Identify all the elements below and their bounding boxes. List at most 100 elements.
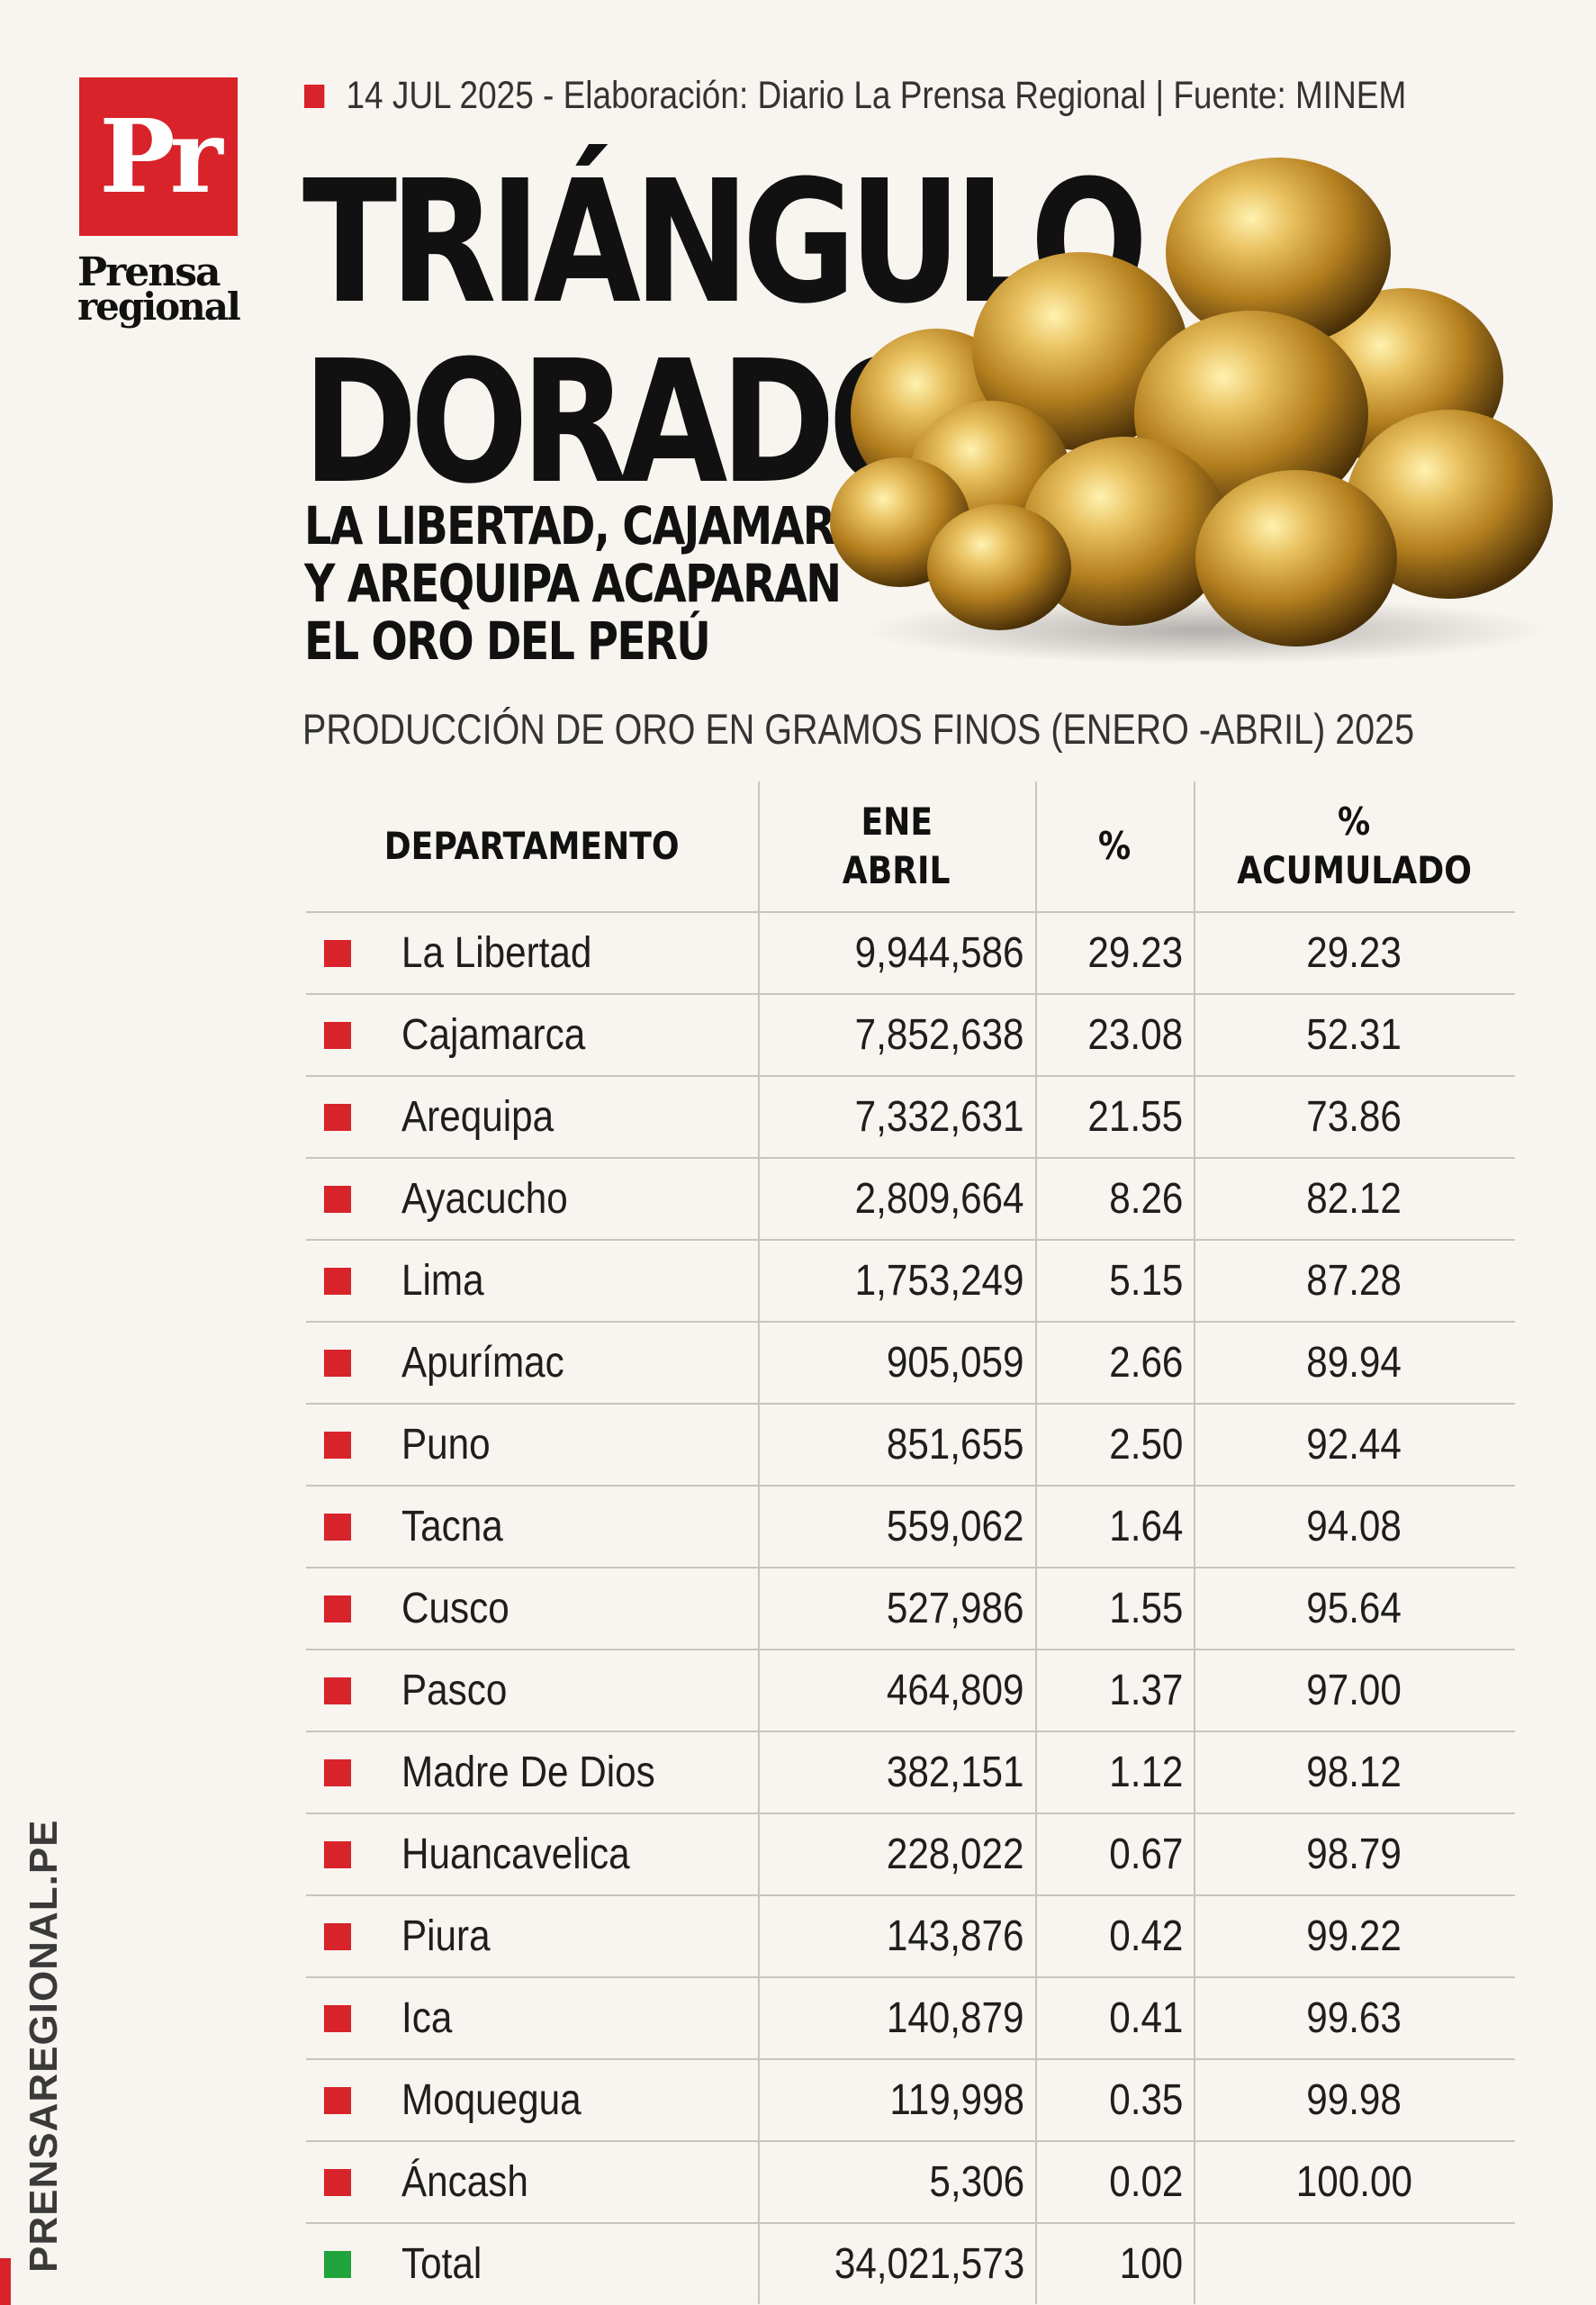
row-marker-icon xyxy=(324,1978,353,2058)
cell-acumulado: 95.64 xyxy=(1306,1585,1402,1632)
cell-pct: 100 xyxy=(1119,2240,1183,2288)
cell-acumulado: 99.22 xyxy=(1306,1912,1402,1960)
header-departamento: DEPARTAMENTO xyxy=(384,824,680,868)
cell-ene-abril: 559,062 xyxy=(887,1503,1024,1550)
cell-ene-abril: 2,809,664 xyxy=(855,1175,1024,1223)
total-marker-icon xyxy=(324,2224,353,2304)
table-row: Cusco 527,986 1.55 95.64 xyxy=(306,1568,1515,1650)
cell-ene-abril: 140,879 xyxy=(887,1994,1024,2042)
cell-acumulado: 100.00 xyxy=(1295,2158,1413,2206)
cell-pct: 1.55 xyxy=(1108,1585,1183,1632)
table-row: Madre De Dios 382,151 1.12 98.12 xyxy=(306,1732,1515,1814)
cell-ene-abril: 382,151 xyxy=(887,1749,1024,1796)
cell-departamento: Cajamarca xyxy=(401,1011,586,1059)
cell-ene-abril: 464,809 xyxy=(887,1667,1024,1714)
cell-ene-abril: 7,332,631 xyxy=(855,1093,1024,1141)
subheadline: LA LIBERTAD, CAJAMARCA Y AREQUIPA ACAPAR… xyxy=(304,495,897,672)
header-ene-abril: ENE ABRIL xyxy=(843,800,951,892)
cell-departamento: Arequipa xyxy=(401,1093,555,1141)
cell-ene-abril: 851,655 xyxy=(887,1421,1024,1469)
table-row: Huancavelica 228,022 0.67 98.79 xyxy=(306,1814,1515,1896)
cell-pct: 0.67 xyxy=(1108,1830,1183,1878)
row-marker-icon xyxy=(324,1814,353,1894)
row-marker-icon xyxy=(324,2060,353,2140)
cell-ene-abril: 228,022 xyxy=(887,1830,1024,1878)
cell-pct: 5.15 xyxy=(1108,1257,1183,1305)
cell-pct: 29.23 xyxy=(1087,929,1183,977)
accent-bar xyxy=(0,2258,11,2305)
row-marker-icon xyxy=(324,995,353,1075)
cell-departamento: Apurímac xyxy=(401,1339,564,1387)
table-row: Arequipa 7,332,631 21.55 73.86 xyxy=(306,1077,1515,1159)
cell-pct: 0.41 xyxy=(1108,1994,1183,2042)
cell-ene-abril: 527,986 xyxy=(887,1585,1024,1632)
cell-acumulado: 82.12 xyxy=(1306,1175,1402,1223)
gold-nuggets-illustration xyxy=(830,158,1553,664)
cell-departamento: Cusco xyxy=(401,1585,509,1632)
cell-ene-abril: 143,876 xyxy=(887,1912,1024,1960)
table-row: Lima 1,753,249 5.15 87.28 xyxy=(306,1241,1515,1323)
column-divider xyxy=(758,782,760,2304)
cell-acumulado: 73.86 xyxy=(1306,1093,1402,1141)
row-marker-icon xyxy=(324,913,353,993)
brand-name: Prensa regional xyxy=(77,249,241,329)
cell-pct: 21.55 xyxy=(1087,1093,1183,1141)
cell-acumulado: 89.94 xyxy=(1306,1339,1402,1387)
cell-acumulado: 98.79 xyxy=(1306,1830,1402,1878)
cell-acumulado: 52.31 xyxy=(1306,1011,1402,1059)
cell-ene-abril: 5,306 xyxy=(929,2158,1024,2206)
cell-pct: 1.12 xyxy=(1108,1749,1183,1796)
cell-ene-abril: 7,852,638 xyxy=(855,1011,1024,1059)
cell-departamento: Lima xyxy=(401,1257,484,1305)
cell-departamento: Madre De Dios xyxy=(401,1749,655,1796)
cell-pct: 0.42 xyxy=(1108,1912,1183,1960)
table-row: Áncash 5,306 0.02 100.00 xyxy=(306,2142,1515,2224)
row-marker-icon xyxy=(324,1241,353,1321)
cell-pct: 0.35 xyxy=(1108,2076,1183,2124)
cell-ene-abril: 905,059 xyxy=(887,1339,1024,1387)
cell-acumulado: 87.28 xyxy=(1306,1257,1402,1305)
cell-pct: 8.26 xyxy=(1108,1175,1183,1223)
table-row: Ayacucho 2,809,664 8.26 82.12 xyxy=(306,1159,1515,1241)
table-row: Pasco 464,809 1.37 97.00 xyxy=(306,1650,1515,1732)
row-marker-icon xyxy=(324,1650,353,1731)
table-row: Moquegua 119,998 0.35 99.98 xyxy=(306,2060,1515,2142)
table-row: Cajamarca 7,852,638 23.08 52.31 xyxy=(306,995,1515,1077)
row-marker-icon xyxy=(324,1077,353,1157)
production-table: DEPARTAMENTO ENE ABRIL % % ACUMULADO La Li… xyxy=(306,782,1515,2304)
cell-ene-abril: 34,021,573 xyxy=(834,2240,1024,2288)
cell-pct: 1.37 xyxy=(1108,1667,1183,1714)
cell-ene-abril: 119,998 xyxy=(889,2076,1024,2124)
header-acumulado: % ACUMULADO xyxy=(1237,800,1472,892)
row-marker-icon xyxy=(324,2142,353,2222)
row-marker-icon xyxy=(324,1568,353,1649)
cell-pct: 23.08 xyxy=(1087,1011,1183,1059)
row-marker-icon xyxy=(324,1405,353,1485)
table-row: La Libertad 9,944,586 29.23 29.23 xyxy=(306,913,1515,995)
column-divider xyxy=(1194,782,1195,2304)
table-row: Apurímac 905,059 2.66 89.94 xyxy=(306,1323,1515,1405)
cell-acumulado: 98.12 xyxy=(1306,1749,1402,1796)
bullet-square-icon xyxy=(304,84,325,108)
row-marker-icon xyxy=(324,1159,353,1239)
cell-departamento: Moquegua xyxy=(401,2076,582,2124)
cell-departamento: Piura xyxy=(401,1912,491,1960)
cell-departamento: Ica xyxy=(401,1994,453,2042)
cell-ene-abril: 1,753,249 xyxy=(855,1257,1024,1305)
row-marker-icon xyxy=(324,1732,353,1812)
cell-pct: 1.64 xyxy=(1108,1503,1183,1550)
table-row: Puno 851,655 2.50 92.44 xyxy=(306,1405,1515,1487)
cell-departamento: Pasco xyxy=(401,1667,508,1714)
cell-departamento: Ayacucho xyxy=(401,1175,568,1223)
table-total-row: Total 34,021,573 100 xyxy=(306,2224,1515,2304)
table-header: DEPARTAMENTO ENE ABRIL % % ACUMULADO xyxy=(306,782,1515,913)
cell-acumulado: 94.08 xyxy=(1306,1503,1402,1550)
cell-acumulado: 29.23 xyxy=(1306,929,1402,977)
row-marker-icon xyxy=(324,1896,353,1976)
table-row: Ica 140,879 0.41 99.63 xyxy=(306,1978,1515,2060)
cell-departamento: Áncash xyxy=(401,2158,528,2206)
chart-title: PRODUCCIÓN DE ORO EN GRAMOS FINOS (ENERO… xyxy=(302,705,1415,753)
row-marker-icon xyxy=(324,1323,353,1403)
row-marker-icon xyxy=(324,1487,353,1567)
table-row: Tacna 559,062 1.64 94.08 xyxy=(306,1487,1515,1568)
